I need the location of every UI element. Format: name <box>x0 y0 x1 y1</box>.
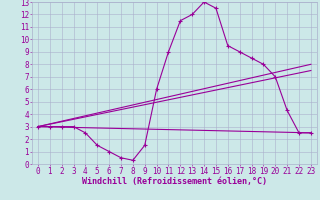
X-axis label: Windchill (Refroidissement éolien,°C): Windchill (Refroidissement éolien,°C) <box>82 177 267 186</box>
